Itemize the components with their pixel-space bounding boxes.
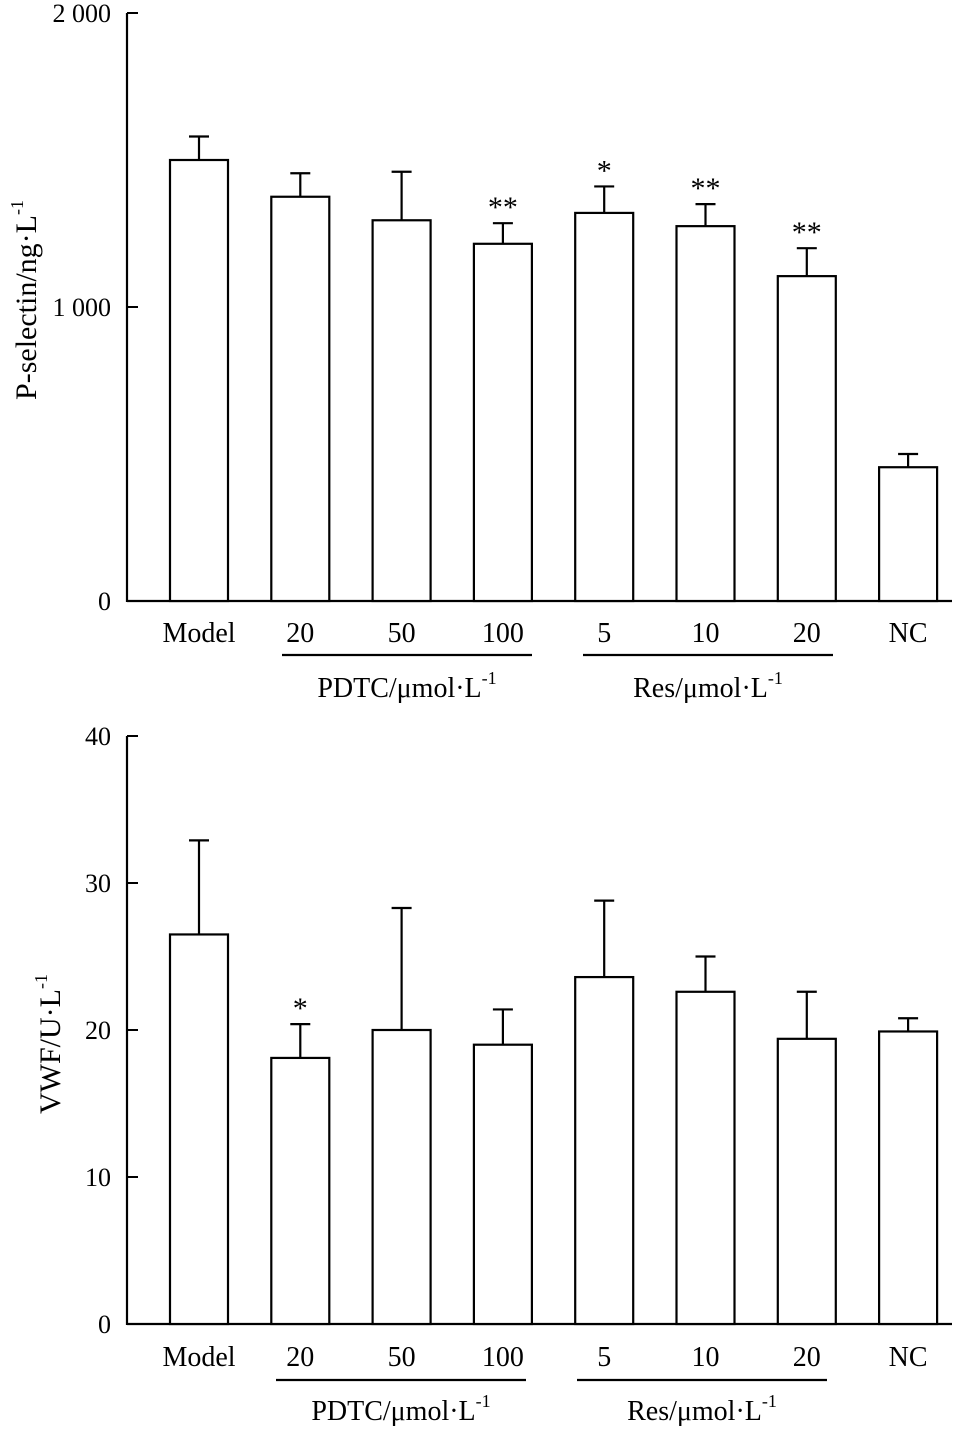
group-label-text: PDTC/μmol·L — [311, 1396, 475, 1427]
category-label: 20 — [793, 618, 821, 649]
y-axis-label-superscript: -1 — [7, 200, 27, 215]
y-tick-label: 1 000 — [53, 293, 112, 322]
y-tick-label: 40 — [85, 722, 111, 751]
category-label: 5 — [597, 618, 611, 649]
category-label: 50 — [388, 1342, 416, 1373]
bar — [371, 219, 432, 603]
group-label-superscript: -1 — [762, 1391, 777, 1411]
y-tick-label: 30 — [85, 869, 111, 898]
category-label: 20 — [286, 618, 314, 649]
category-label: 20 — [286, 1342, 314, 1373]
bar — [574, 211, 635, 603]
bar — [472, 1043, 533, 1326]
bar — [270, 195, 331, 603]
y-tick-label: 0 — [98, 587, 111, 616]
group-label-superscript: -1 — [482, 668, 497, 688]
bar — [371, 1028, 432, 1326]
group-label-text: PDTC/μmol·L — [317, 673, 481, 704]
group-label: PDTC/μmol·L-1 — [317, 668, 496, 704]
category-label: Model — [162, 618, 235, 649]
category-label: Model — [162, 1342, 235, 1373]
category-label: 10 — [692, 1342, 720, 1373]
bar — [574, 975, 635, 1326]
category-label: 50 — [388, 618, 416, 649]
y-tick-label: 10 — [85, 1163, 111, 1192]
bar — [472, 242, 533, 603]
group-label-text: Res/μmol·L — [633, 673, 768, 704]
category-label: 5 — [597, 1342, 611, 1373]
significance-marker: ** — [792, 216, 822, 249]
y-axis-label-text: P-selectin/ng·L — [10, 215, 43, 400]
bar — [675, 990, 736, 1326]
category-label: 20 — [793, 1342, 821, 1373]
y-tick-label: 20 — [85, 1016, 111, 1045]
bar — [877, 1030, 939, 1326]
y-axis-label: VWF/U·L-1 — [31, 974, 67, 1114]
group-label: PDTC/μmol·L-1 — [311, 1391, 490, 1427]
group-label: Res/μmol·L-1 — [627, 1391, 777, 1427]
group-label-superscript: -1 — [476, 1391, 491, 1411]
bar — [675, 225, 736, 603]
bar — [168, 933, 230, 1326]
category-label: 100 — [482, 1342, 524, 1373]
y-axis-label-superscript: -1 — [31, 974, 51, 989]
bar — [776, 275, 837, 603]
category-label: 100 — [482, 618, 524, 649]
group-label-superscript: -1 — [768, 668, 783, 688]
y-tick-label: 0 — [98, 1310, 111, 1339]
y-tick-label: 2 000 — [53, 0, 112, 28]
bar — [168, 158, 230, 603]
group-label-text: Res/μmol·L — [627, 1396, 762, 1427]
significance-marker: * — [597, 154, 612, 187]
y-axis-label-text: VWF/U·L — [34, 989, 67, 1114]
significance-marker: * — [293, 992, 308, 1025]
category-label: NC — [889, 1342, 928, 1373]
category-label: 10 — [692, 618, 720, 649]
significance-marker: ** — [691, 172, 721, 205]
bar — [270, 1056, 331, 1326]
bar — [776, 1037, 837, 1326]
category-label: NC — [889, 618, 928, 649]
bar — [877, 466, 939, 603]
group-label: Res/μmol·L-1 — [633, 668, 783, 704]
y-axis-label: P-selectin/ng·L-1 — [7, 200, 43, 400]
significance-marker: ** — [488, 191, 518, 224]
